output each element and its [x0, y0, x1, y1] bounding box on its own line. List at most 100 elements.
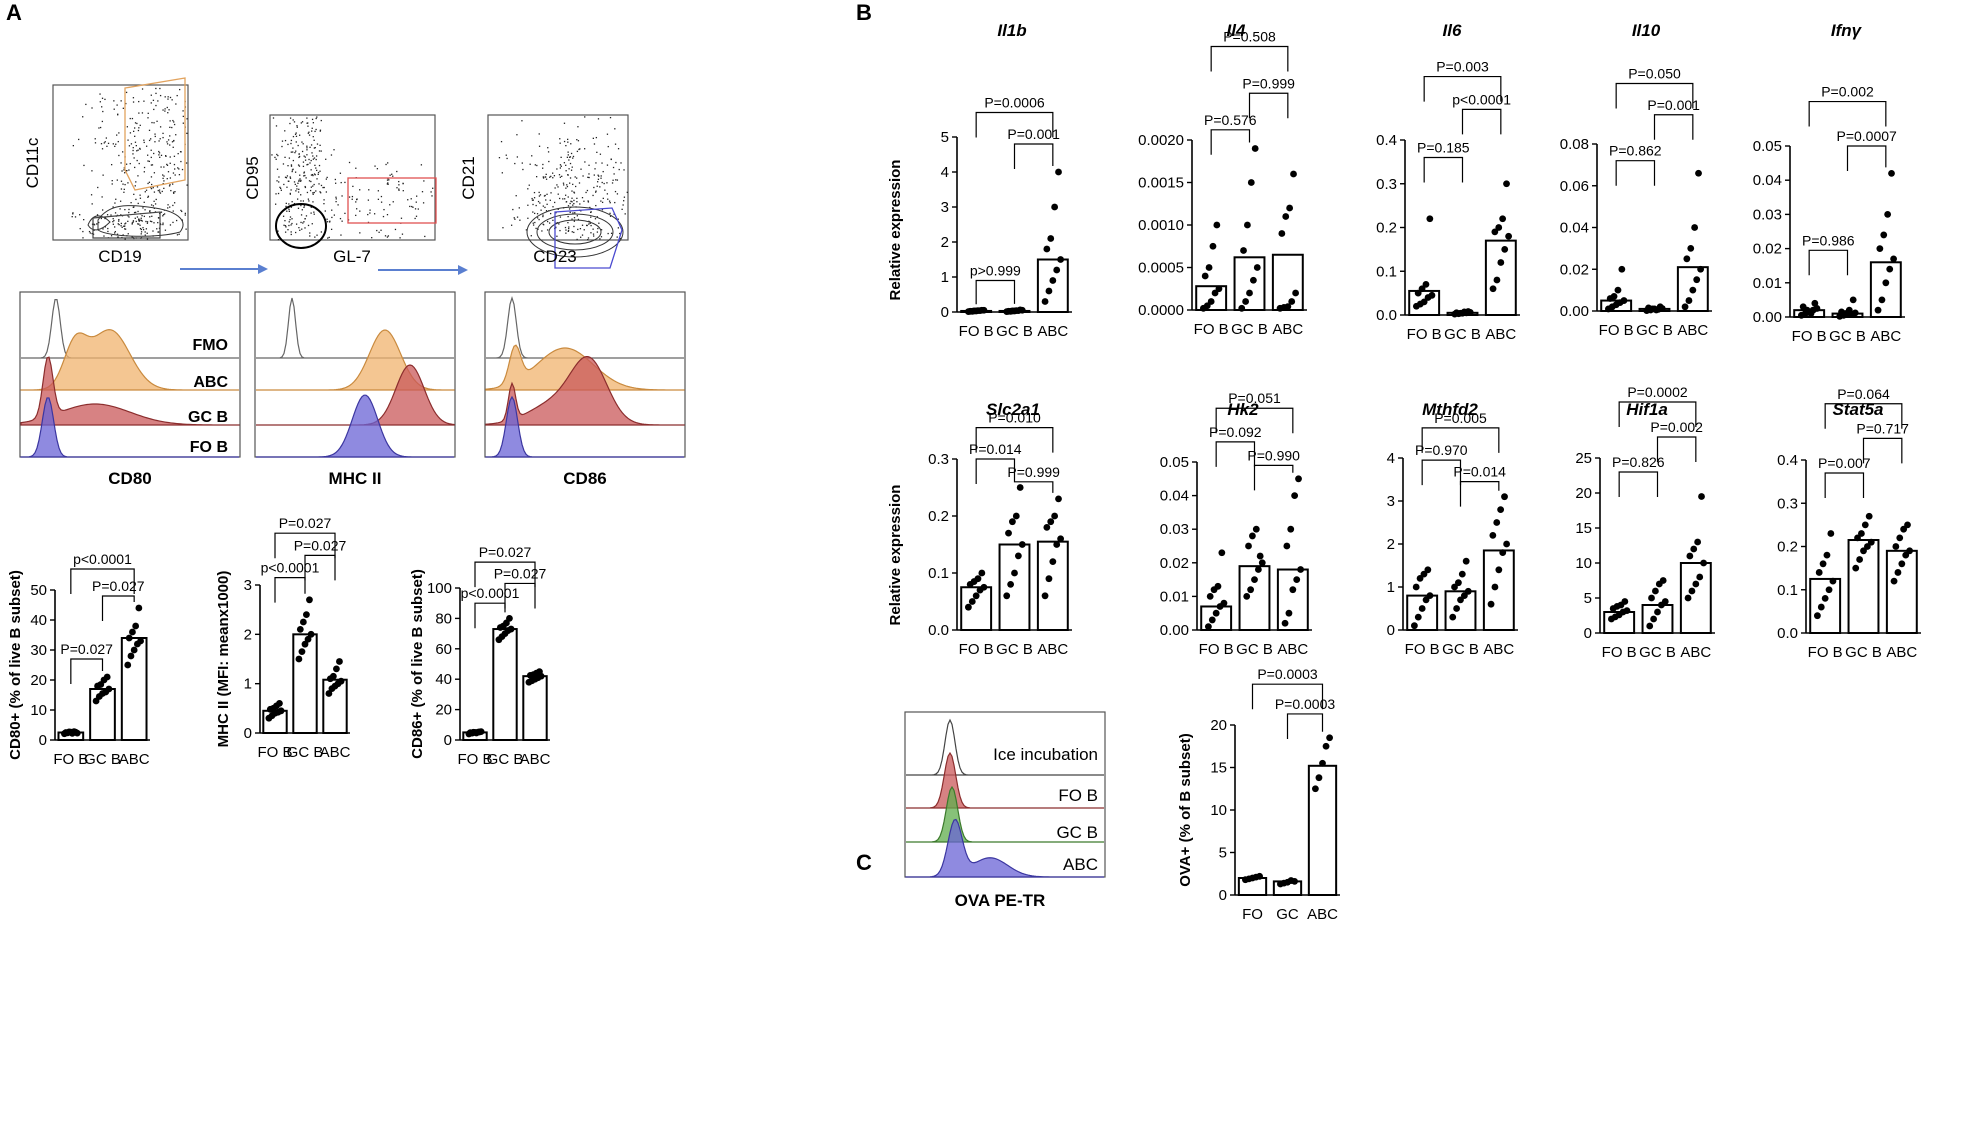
flow-dot: [177, 152, 179, 155]
data-point: [1501, 493, 1508, 501]
y-tick-label: 0.2: [1376, 220, 1397, 237]
flow-dot: [545, 173, 547, 176]
p-value-label: p>0.999: [970, 263, 1021, 279]
data-point: [1623, 607, 1631, 614]
flow-dot: [421, 191, 424, 193]
y-tick-label: 30: [30, 642, 47, 659]
data-point: [1282, 213, 1290, 220]
y-tick-label: 0.01: [1160, 588, 1189, 605]
flow-dot: [100, 217, 102, 220]
flow-dot: [546, 220, 549, 223]
flow-dot: [601, 181, 603, 184]
panel-b-ylabel-bottom: Relative expression: [887, 485, 904, 626]
flow-dot: [351, 198, 353, 200]
histogram-cd86: CD86: [484, 291, 686, 488]
flow-dot: [607, 232, 609, 235]
flow-dot: [101, 120, 104, 123]
p-value-label: P=0.185: [1417, 140, 1470, 156]
data-point: [1252, 525, 1260, 533]
y-tick-label: 15: [1210, 760, 1227, 777]
flow-dot: [400, 217, 403, 219]
flow-dot: [567, 196, 569, 198]
data-point: [337, 677, 345, 685]
flow-dot: [112, 143, 114, 145]
flow-dot: [155, 198, 157, 201]
flow-dot: [567, 154, 569, 156]
data-point: [1249, 276, 1257, 284]
flow-dot: [581, 234, 584, 236]
flow-dot: [582, 175, 584, 177]
flow-dot: [71, 216, 73, 218]
flow-dot: [359, 210, 361, 212]
flow-dot: [309, 235, 311, 237]
flow-dot: [291, 201, 293, 203]
flow-dot: [398, 189, 400, 191]
flow-dot: [159, 94, 162, 97]
flow-dot: [527, 217, 529, 219]
flow-dot: [574, 212, 576, 214]
data-point: [980, 583, 988, 591]
flow-dot: [172, 119, 174, 122]
y-tick-label: 5: [1584, 590, 1592, 607]
flow-dot: [552, 172, 554, 174]
data-point: [1045, 575, 1053, 583]
comparison-bracket: [70, 658, 104, 684]
flow-dot: [595, 204, 597, 207]
flow-dot: [293, 181, 296, 183]
data-point: [1825, 586, 1833, 594]
flow-dot: [82, 116, 84, 118]
flow-dot: [169, 144, 171, 146]
bar-fo-b: [1809, 577, 1842, 634]
flow-dot: [118, 218, 120, 221]
data-point: [1698, 493, 1705, 500]
flow-dot: [306, 149, 308, 151]
flow-dot: [570, 143, 572, 145]
flow-dot: [120, 225, 122, 227]
flow-dot: [355, 214, 357, 217]
flow-dot: [521, 120, 523, 122]
flow-dot: [115, 143, 117, 145]
flow-dot: [164, 155, 167, 157]
flow-dot: [122, 151, 124, 153]
flow-dot: [114, 145, 116, 148]
flow-dot: [165, 155, 167, 157]
flow-dot: [538, 191, 540, 194]
flow-dot: [136, 159, 138, 162]
flow-dot: [570, 200, 572, 202]
flow-dot: [305, 177, 307, 179]
flow-dot: [609, 212, 611, 215]
flow-dot: [142, 228, 145, 231]
flow-dot: [506, 157, 508, 160]
flow-dot: [78, 138, 80, 141]
flow-dot: [91, 232, 93, 235]
flow-dot: [622, 204, 624, 206]
flow-dot: [323, 186, 325, 189]
data-point: [1422, 280, 1430, 288]
data-point: [1656, 303, 1664, 311]
data-point: [1813, 612, 1821, 620]
flow-dot: [498, 157, 501, 159]
flow-dot: [154, 141, 156, 143]
flow-dot: [156, 228, 158, 230]
p-value-label: P=0.014: [1453, 464, 1506, 480]
data-point: [1414, 613, 1422, 621]
flow-dot: [96, 223, 98, 225]
flow-dot: [567, 222, 569, 224]
category-label-fo-b: FO B: [1405, 641, 1440, 658]
category-label-fo-b: FO B: [1599, 322, 1634, 339]
flow-dot: [145, 189, 148, 191]
y-axis-label: MHC II (MFI: meanx1000): [215, 571, 232, 748]
flow-dot: [138, 162, 140, 165]
flow-dot: [132, 97, 135, 99]
flow-dot: [136, 216, 139, 218]
category-label-gc-b: GC B: [1845, 644, 1882, 661]
marker-label-cd80: CD80: [108, 469, 151, 488]
comparison-bracket: [1846, 145, 1887, 171]
flow-dot: [176, 234, 179, 236]
flow-dot: [565, 164, 567, 167]
flow-dot: [184, 214, 186, 216]
flow-dot: [396, 187, 398, 189]
flow-dot: [291, 222, 293, 225]
y-tick-label: 0.0010: [1138, 217, 1184, 234]
data-point: [1312, 785, 1319, 793]
